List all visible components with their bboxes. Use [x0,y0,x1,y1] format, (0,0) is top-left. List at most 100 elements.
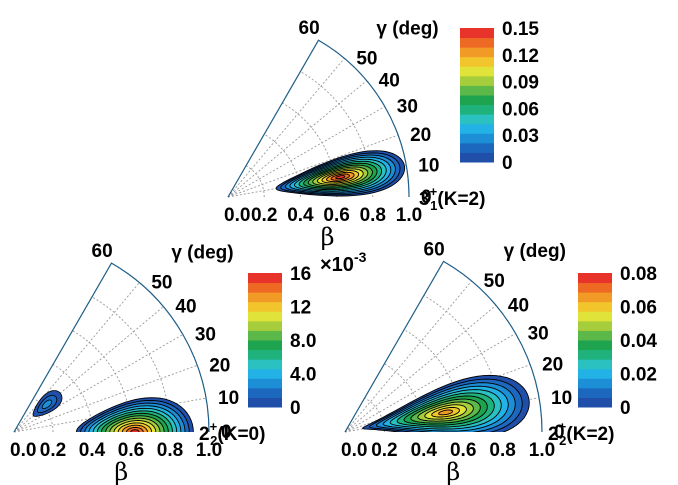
gamma-tick-label: 0 [421,187,432,208]
colorbar-band [248,340,282,351]
colorbar-tick-label: 0.04 [620,331,657,352]
beta-tick-label: 0.4 [411,440,438,461]
gamma-tick-label: 10 [418,156,439,177]
beta-tick-label: 0.4 [287,205,314,226]
contour-fill [32,390,194,432]
gamma-tick-label: 20 [542,355,563,376]
gamma-axis-label: γ (deg) [171,243,233,264]
gamma-tick-label: 20 [209,355,230,376]
gamma-tick-label: 60 [92,241,113,262]
colorbar-band [460,123,494,134]
beta-tick-label: 1.0 [396,205,422,226]
gamma-tick-label: 60 [299,18,320,39]
colorbar-band [578,340,612,351]
colorbar-band [578,320,612,331]
gamma-tick-label: 40 [508,295,529,316]
beta-tick-label: 0.0 [10,440,36,461]
contour-level [130,429,140,432]
beta-tick-label: 0.4 [79,440,106,461]
contour-level [438,409,453,416]
colorbar-band [578,282,612,293]
beta-tick-label: 1.0 [196,440,222,461]
colorbar-tick-label: 8.0 [290,331,316,352]
gamma-tick-label: 50 [151,273,172,294]
colorbar-band [460,133,494,144]
colorbar-band [578,301,612,312]
colorbar-tick-label: 0 [502,153,513,174]
beta-tick-label: 0.0 [341,440,367,461]
colorbar-tick-label: 0.08 [620,264,657,285]
colorbar-band [248,330,282,341]
beta-tick-label: 0.6 [118,440,144,461]
beta-grid-arc [364,397,385,433]
colorbar-tick-label: 0.03 [502,126,539,147]
gamma-tick-label: 0 [221,422,232,443]
gamma-grid-ray [13,334,184,433]
gamma-grid-ray [13,282,140,433]
colorbar-band [460,66,494,77]
sector-outline [13,262,210,433]
colorbar-tick-label: 0.06 [502,99,539,120]
contour-level [126,427,144,432]
colorbar-band [248,349,282,360]
contour-fill [275,150,406,197]
sector-outline [344,260,543,433]
colorbar-band [578,387,612,398]
colorbar-tick-label: 4.0 [290,365,316,386]
colorbar-tick-label: 0.02 [620,365,657,386]
colorbar-band [578,273,612,284]
gamma-axis-label: γ (deg) [504,241,566,262]
colorbar-band [460,142,494,153]
gamma-tick-label: 50 [356,48,377,69]
colorbar-band [460,37,494,48]
gamma-tick-label: 10 [218,388,239,409]
colorbar-band [578,349,612,360]
colorbar-tick-label: 0.09 [502,73,539,94]
colorbar-band [460,56,494,67]
colorbar-tick-label: 12 [290,298,311,319]
beta-grid-arc [245,165,265,198]
gamma-tick-label: 0 [554,422,565,443]
colorbar-tick-label: 16 [290,264,311,285]
gamma-tick-label: 30 [397,97,418,118]
gamma-grid-ray [344,305,497,433]
colorbar-band [460,95,494,106]
colorbar-band [248,378,282,389]
colorbar: 0 0.02 0.04 0.06 0.08 [578,264,657,419]
gamma-tick-label: 20 [410,125,431,146]
colorbar-band [248,359,282,370]
colorbar-band [460,152,494,163]
colorbar-band [578,330,612,341]
colorbar-band [460,47,494,58]
colorbar-tick-label: 0 [290,398,301,419]
gamma-tick-label: 30 [528,324,549,345]
gamma-tick-label: 50 [484,271,505,292]
colorbar: 0 0.03 0.06 0.09 0.12 0.15 [460,19,539,174]
beta-tick-label: 0.2 [371,440,397,461]
beta-tick-label: 0.2 [40,440,66,461]
beta-grid-arc [300,71,374,198]
beta-tick-label: 0.6 [323,205,349,226]
gamma-grid-ray [344,280,472,433]
colorbar-tick-label: 0.15 [502,19,539,40]
colorbar-band [460,104,494,115]
colorbar-band [578,311,612,322]
sector-outline [227,39,410,198]
beta-axis-label: β [446,458,460,485]
gamma-axis-label: γ (deg) [376,18,438,39]
gamma-grid-ray [13,364,198,433]
state-label: 2+ 2(K=2) [548,419,614,448]
gamma-tick-label: 40 [379,71,400,92]
colorbar-tick-label: 0.12 [502,46,539,67]
gamma-tick-label: 40 [175,297,196,318]
colorbar-band [248,301,282,312]
colorbar: 0 4.0 8.0 12 16 ×10-3 [248,249,367,419]
colorbar-band [248,387,282,398]
gamma-grid-ray [344,333,516,433]
state-label: 2+ 2(K=0) [199,419,265,448]
beta-tick-label: 0.6 [450,440,476,461]
colorbar-band [248,320,282,331]
beta-grid-arc [403,329,464,433]
